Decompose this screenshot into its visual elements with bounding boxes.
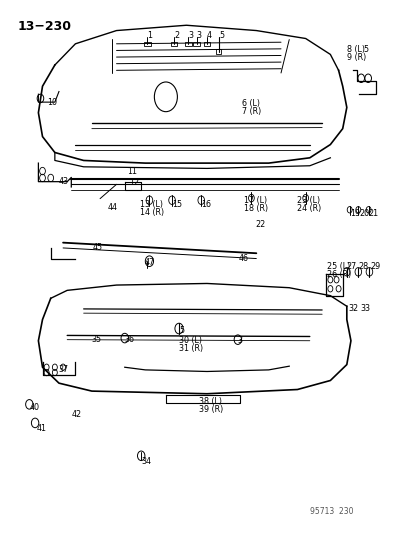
Text: 10: 10	[47, 98, 57, 107]
Text: 41: 41	[36, 424, 46, 433]
Text: 38 (L): 38 (L)	[198, 397, 221, 406]
Text: 18 (R): 18 (R)	[243, 204, 268, 213]
Text: 95713  230: 95713 230	[309, 507, 352, 516]
Text: 13 (L): 13 (L)	[140, 200, 163, 209]
Bar	[171, 42, 177, 46]
Text: 8 (L): 8 (L)	[346, 45, 364, 54]
Text: 3: 3	[188, 31, 193, 41]
Text: 28: 28	[358, 262, 368, 271]
Text: 26 (R): 26 (R)	[326, 270, 351, 279]
Text: 46: 46	[237, 254, 248, 263]
Text: 6 (L): 6 (L)	[241, 99, 259, 108]
Text: 17 (L): 17 (L)	[243, 196, 266, 205]
Bar	[144, 42, 150, 46]
Text: 3: 3	[196, 31, 201, 41]
Bar	[203, 42, 210, 46]
Text: 27: 27	[345, 262, 355, 271]
Text: 22: 22	[255, 220, 265, 229]
Text: 3: 3	[237, 336, 242, 345]
Bar	[193, 42, 199, 46]
Text: 20: 20	[358, 209, 368, 218]
Text: 40: 40	[29, 402, 39, 411]
Text: 1: 1	[147, 31, 152, 41]
Text: 2: 2	[174, 31, 179, 41]
Text: 34: 34	[141, 457, 151, 466]
Text: 29: 29	[370, 262, 380, 271]
Text: 35: 35	[91, 335, 101, 344]
Text: 45: 45	[93, 243, 102, 252]
Text: 11: 11	[126, 166, 136, 175]
Text: 5: 5	[362, 45, 368, 54]
Text: 15: 15	[172, 200, 182, 209]
Text: 47: 47	[144, 258, 154, 266]
Text: 37: 37	[58, 366, 68, 374]
Text: 30 (L): 30 (L)	[178, 336, 202, 345]
Text: 32: 32	[348, 304, 358, 313]
Text: 24 (R): 24 (R)	[297, 204, 321, 213]
Text: 42: 42	[72, 410, 82, 419]
Text: 33: 33	[359, 304, 369, 313]
Bar	[216, 49, 221, 54]
Text: 44: 44	[107, 203, 117, 212]
Text: 12: 12	[128, 178, 139, 187]
Text: 31 (R): 31 (R)	[178, 344, 203, 353]
Text: 23 (L): 23 (L)	[297, 196, 320, 205]
Text: 19: 19	[349, 209, 359, 218]
Text: 5: 5	[178, 326, 184, 335]
Text: 13−230: 13−230	[18, 20, 72, 33]
Text: 14 (R): 14 (R)	[140, 208, 164, 217]
Text: 43: 43	[58, 177, 68, 186]
Text: 36: 36	[123, 335, 134, 344]
Text: 5: 5	[219, 31, 224, 41]
Text: 9 (R): 9 (R)	[346, 53, 365, 62]
Text: 39 (R): 39 (R)	[198, 405, 223, 414]
Text: 21: 21	[368, 209, 378, 218]
Text: 25 (L): 25 (L)	[326, 262, 349, 271]
Text: 16: 16	[201, 200, 211, 209]
Bar	[185, 42, 191, 46]
Text: 7 (R): 7 (R)	[241, 107, 261, 116]
Text: 4: 4	[206, 31, 211, 41]
